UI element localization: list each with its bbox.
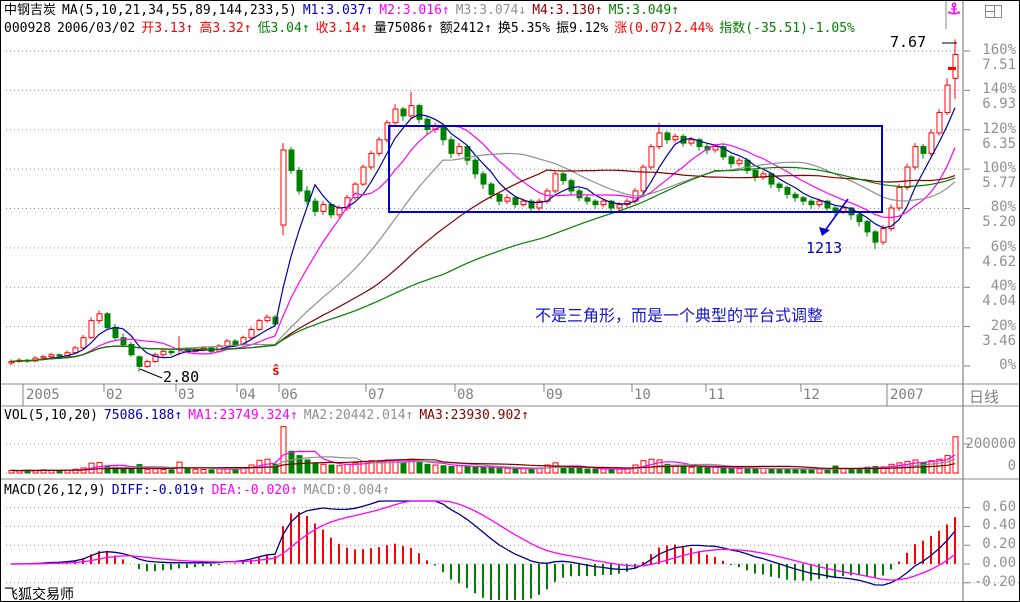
- price-axis-price-label: 6.93: [982, 96, 1016, 113]
- high-price-label: 7.67: [890, 33, 927, 51]
- price-axis-percent-label: 160%: [982, 41, 1016, 58]
- macd-axis-label: -0.20: [973, 573, 1016, 590]
- price-axis-price-label: 7.51: [982, 56, 1016, 73]
- volume-axis-label: 0: [1007, 458, 1016, 474]
- macd-indicator-header: MACD(26,12,9) DIFF:-0.019↑ DEA:-0.020↑ MACD…: [4, 482, 396, 499]
- x-axis-date-label: 11: [708, 387, 725, 403]
- quote-field: 换5.35%: [497, 21, 551, 36]
- macd-indicator-value: MACD:0.004↑: [303, 483, 390, 498]
- window-layout-icon-split: [986, 11, 994, 12]
- volume-indicator-value: VOL(5,10,20): [4, 408, 98, 423]
- macd-indicator-value: DEA:-0.020↑: [211, 483, 298, 498]
- quote-field: 高3.32↑: [199, 21, 252, 36]
- quote-field: 量75086↑: [373, 21, 434, 36]
- volume-indicator-header: VOL(5,10,20) 75086.188↑ MA1:23749.324↑ MA2:…: [4, 407, 535, 424]
- x-axis-date-label: 10: [634, 387, 651, 403]
- anchor-icon[interactable]: [947, 2, 961, 21]
- indicator-value: 中钢吉炭: [4, 3, 57, 18]
- dip-date-label: 1213: [806, 239, 843, 257]
- price-axis-price-label: 4.62: [982, 253, 1016, 270]
- price-axis-percent-label: 20%: [990, 317, 1016, 334]
- price-axis-price-label: 4.04: [982, 293, 1016, 310]
- indicator-value: M3:3.074↓: [455, 3, 527, 18]
- quote-field: 振9.12%: [556, 21, 609, 36]
- x-axis-date-label: 06: [281, 387, 298, 403]
- macd-indicator-value: MACD(26,12,9): [4, 483, 106, 498]
- quote-field: 开3.13↑: [141, 21, 194, 36]
- macd-axis-label: 0.40: [982, 517, 1016, 534]
- quote-info-header: 000928 2006/03/02 开3.13↑ 高3.32↑ 低3.04↑ 收3.14↑…: [4, 20, 861, 37]
- price-axis-percent-label: 140%: [982, 81, 1016, 98]
- x-axis-date-label: 07: [368, 387, 385, 403]
- quote-field: 指数(-35.51)-1.05%: [719, 21, 855, 36]
- quote-field: 额2412↑: [439, 21, 492, 36]
- x-axis-date-label: 08: [457, 387, 474, 403]
- main-indicator-header: 中钢吉炭 MA(5,10,21,34,55,89,144,233,5) M1:3.0…: [4, 2, 685, 19]
- quote-field: 低3.04↑: [257, 21, 310, 36]
- macd-axis-label: 0.20: [982, 536, 1016, 553]
- price-axis-percent-label: 40%: [990, 278, 1016, 295]
- quote-field: 涨(0.07)2.44%: [614, 21, 714, 36]
- indicator-value: M2:3.016↑: [379, 3, 450, 18]
- quote-field: 2006/03/02: [56, 21, 136, 36]
- indicator-value: M4:3.130↑: [532, 3, 603, 18]
- indicator-value: M5:3.049↑: [608, 3, 680, 18]
- quote-field: 收3.14↑: [315, 21, 368, 36]
- window-layout-icon[interactable]: [985, 5, 1002, 18]
- price-axis-percent-label: 0%: [999, 357, 1016, 373]
- indicator-value: MA(5,10,21,34,55,89,144,233,5): [62, 3, 297, 18]
- period-label: 日线: [969, 388, 1000, 406]
- x-axis-date-label: 2005: [26, 387, 60, 403]
- x-axis-date-label: 09: [546, 387, 563, 403]
- macd-axis-label: 0.60: [982, 498, 1016, 515]
- ex-rights-marker: ŝ: [272, 364, 280, 379]
- x-axis-date-label: 2007: [890, 387, 924, 403]
- x-axis-date-label: 04: [239, 387, 256, 403]
- low-price-label: 2.80: [163, 368, 200, 386]
- x-axis-date-label: 03: [178, 387, 195, 403]
- volume-indicator-value: MA2:20442.014↑: [303, 408, 414, 423]
- volume-indicator-value: MA1:23749.324↑: [188, 408, 298, 423]
- price-axis-percent-label: 80%: [990, 199, 1016, 216]
- x-axis-date-label: 12: [803, 387, 820, 403]
- price-axis-price-label: 6.35: [982, 135, 1016, 152]
- price-axis-percent-label: 100%: [982, 160, 1016, 177]
- price-axis-price-label: 5.77: [982, 175, 1016, 192]
- x-axis-date-label: 02: [106, 387, 123, 403]
- window-layout-icon-divider: [994, 6, 995, 17]
- last-price-tick: [948, 67, 956, 70]
- macd-axis-label: 0.00: [982, 555, 1016, 571]
- quote-field: 000928: [4, 21, 51, 36]
- price-axis-percent-label: 120%: [982, 120, 1016, 137]
- price-axis-percent-label: 60%: [990, 238, 1016, 255]
- volume-axis-label: 200000: [965, 436, 1016, 452]
- volume-indicator-value: MA3:23930.902↑: [419, 408, 529, 423]
- indicator-value: M1:3.037↑: [302, 3, 374, 18]
- analyst-note: 不是三角形，而是一个典型的平台式调整: [535, 306, 824, 325]
- macd-indicator-value: DIFF:-0.019↑: [111, 483, 206, 498]
- price-axis-price-label: 5.20: [982, 214, 1016, 231]
- status-bar-app-name: 飞狐交易师: [4, 587, 74, 602]
- price-axis-price-label: 3.46: [982, 332, 1016, 349]
- volume-indicator-value: 75086.188↑: [103, 408, 183, 423]
